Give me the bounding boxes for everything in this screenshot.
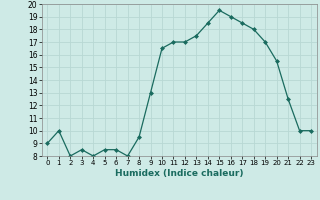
X-axis label: Humidex (Indice chaleur): Humidex (Indice chaleur) (115, 169, 244, 178)
